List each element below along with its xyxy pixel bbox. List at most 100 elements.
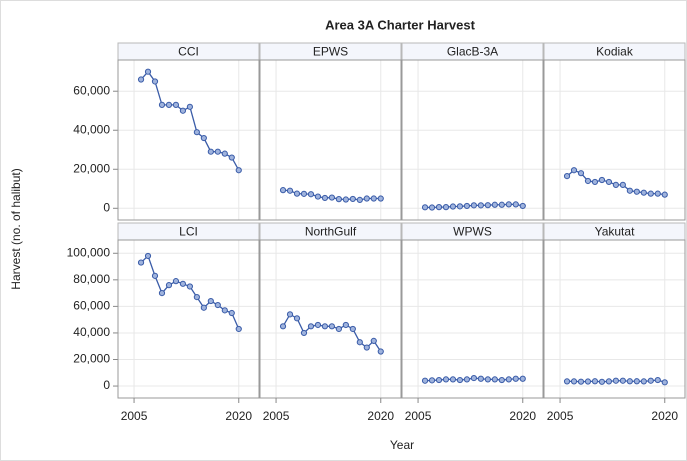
x-axis-title: Year — [390, 438, 414, 452]
point — [321, 323, 329, 330]
point — [484, 376, 491, 383]
point — [158, 290, 166, 297]
point — [421, 204, 429, 211]
point — [165, 101, 173, 108]
point — [200, 304, 207, 311]
point — [570, 167, 578, 174]
point — [370, 195, 377, 202]
point — [321, 194, 329, 202]
point — [449, 376, 457, 383]
x-tick-label: 2005 — [263, 409, 290, 423]
point — [158, 101, 166, 108]
point — [328, 323, 335, 330]
point — [342, 321, 349, 329]
point — [151, 78, 159, 85]
point — [193, 293, 200, 301]
point — [137, 76, 145, 83]
point — [179, 280, 187, 287]
point — [428, 377, 436, 384]
point — [570, 378, 578, 385]
point — [661, 379, 668, 386]
point — [577, 378, 585, 385]
chart-title: Area 3A Charter Harvest — [325, 17, 475, 32]
y-tick-label: 40,000 — [73, 325, 110, 339]
x-tick-label: 2005 — [547, 409, 574, 423]
point — [165, 282, 173, 289]
point — [307, 191, 315, 198]
point — [598, 176, 606, 184]
point — [470, 202, 477, 209]
point — [477, 202, 484, 209]
point — [584, 378, 592, 385]
point — [463, 202, 471, 210]
panel — [401, 239, 544, 399]
point — [193, 129, 200, 136]
point — [498, 376, 505, 384]
point — [279, 187, 287, 194]
point — [626, 378, 633, 385]
point — [605, 378, 613, 385]
point — [456, 203, 464, 210]
point — [661, 191, 668, 198]
panel-title: LCI — [179, 225, 198, 239]
point — [314, 193, 322, 200]
point — [491, 201, 498, 208]
point — [314, 321, 322, 329]
y-tick-label: 60,000 — [73, 299, 110, 313]
y-axis-title: Harvest (no. of halibut) — [9, 168, 23, 289]
point — [442, 376, 450, 383]
y-tick-label: 100,000 — [67, 245, 111, 259]
panel — [543, 239, 686, 399]
point — [363, 195, 370, 202]
point — [491, 376, 498, 383]
point — [484, 202, 491, 209]
point — [207, 297, 214, 305]
point — [435, 204, 443, 211]
point — [335, 196, 342, 203]
point — [591, 178, 599, 186]
x-tick-label: 2020 — [367, 409, 394, 423]
panel — [543, 59, 686, 221]
point — [307, 323, 315, 330]
y-tick-label: 80,000 — [73, 272, 110, 286]
point — [207, 148, 214, 155]
y-tick-label: 0 — [103, 378, 110, 392]
point — [214, 301, 221, 309]
point — [633, 378, 640, 385]
panel — [259, 59, 402, 221]
point — [137, 259, 145, 266]
point — [228, 154, 235, 161]
y-tick-label: 0 — [103, 200, 110, 214]
point — [654, 190, 661, 197]
panel-title: Kodiak — [596, 45, 634, 59]
point — [179, 107, 187, 114]
point — [505, 201, 512, 208]
point — [512, 375, 519, 382]
point — [463, 376, 471, 383]
point — [279, 323, 287, 330]
point — [172, 278, 180, 285]
point — [626, 187, 633, 194]
point — [598, 378, 606, 385]
point — [286, 311, 294, 318]
point — [605, 178, 613, 186]
y-tick-label: 40,000 — [73, 122, 110, 136]
point — [328, 194, 335, 201]
point — [640, 378, 647, 385]
x-tick-label: 2005 — [121, 409, 148, 423]
point — [221, 307, 228, 314]
x-tick-label: 2020 — [509, 409, 536, 423]
panel-title: CCI — [178, 45, 199, 59]
point — [186, 103, 193, 110]
point — [619, 377, 626, 384]
point — [356, 196, 363, 204]
point — [654, 376, 661, 384]
point — [356, 339, 363, 346]
point — [619, 181, 626, 188]
point — [286, 187, 294, 194]
x-tick-label: 2020 — [651, 409, 678, 423]
point — [363, 344, 370, 351]
point — [577, 170, 585, 177]
point — [563, 172, 571, 180]
point — [456, 376, 464, 384]
